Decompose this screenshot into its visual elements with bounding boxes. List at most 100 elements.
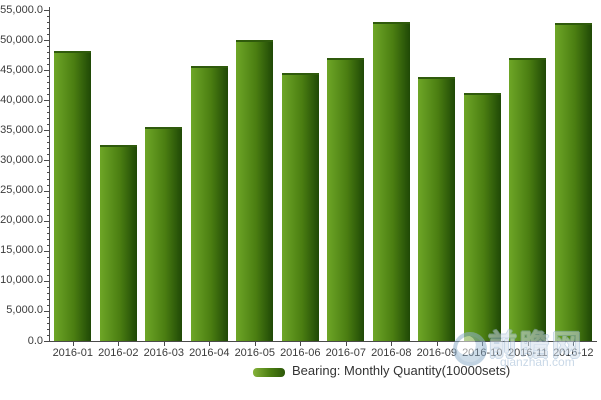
x-tick [209,342,211,346]
bar-2016-09 [418,77,456,341]
x-axis-label: 2016-03 [143,347,184,359]
y-minor-tick [47,64,49,66]
y-minor-tick [47,172,49,174]
y-minor-tick [47,226,49,228]
y-minor-tick [47,208,49,210]
y-major-tick [44,310,49,312]
y-axis-label: 10,000.0 [0,274,43,287]
y-axis-label: 50,000.0 [0,33,43,46]
y-minor-tick [47,16,49,18]
x-axis-label: 2016-07 [325,347,366,359]
x-tick [345,342,347,346]
y-minor-tick [47,328,49,330]
y-minor-tick [47,274,49,276]
y-axis-label: 40,000.0 [0,93,43,106]
y-minor-tick [47,196,49,198]
bar-2016-05 [236,40,274,341]
bar-2016-08 [372,22,410,341]
x-axis-label: 2016-06 [280,347,321,359]
y-minor-tick [47,94,49,96]
bar-2016-10 [463,93,501,341]
y-minor-tick [47,244,49,246]
y-minor-tick [47,286,49,288]
bar-2016-04 [190,65,228,341]
y-axis-label: 35,000.0 [0,123,43,136]
x-tick [482,342,484,346]
y-minor-tick [47,298,49,300]
x-axis-label: 2016-09 [416,347,457,359]
y-major-tick [44,130,49,132]
y-major-tick [44,341,49,342]
x-axis-label: 2016-08 [371,347,412,359]
y-axis-label: 0.0 [27,334,43,347]
y-major-tick [44,10,49,11]
bar-2016-06 [281,72,319,341]
y-major-tick [44,280,49,282]
x-tick [72,342,74,346]
legend-swatch [253,368,285,377]
y-minor-tick [47,46,49,48]
bar-2016-07 [327,58,365,341]
y-minor-tick [47,154,49,156]
y-minor-tick [47,256,49,258]
x-axis-label: 2016-11 [507,347,548,359]
y-minor-tick [47,232,49,234]
y-minor-tick [47,202,49,204]
y-minor-tick [47,22,49,24]
x-axis-label: 2016-01 [52,347,93,359]
x-axis-label: 2016-05 [234,347,275,359]
y-minor-tick [47,142,49,144]
y-minor-tick [47,334,49,336]
y-minor-tick [47,292,49,294]
y-minor-tick [47,88,49,90]
y-minor-tick [47,304,49,306]
y-major-tick [44,100,49,102]
y-minor-tick [47,322,49,324]
y-major-tick [44,70,49,72]
y-minor-tick [47,238,49,240]
y-minor-tick [47,28,49,30]
bar-2016-02 [99,144,137,341]
legend-label: Bearing: Monthly Quantity(10000sets) [292,363,511,378]
y-minor-tick [47,52,49,54]
y-minor-tick [47,268,49,270]
y-axis-label: 55,000.0 [0,3,43,16]
y-axis-line [49,7,50,342]
y-minor-tick [47,214,49,216]
y-axis-label: 25,000.0 [0,184,43,197]
y-minor-tick [47,34,49,36]
y-minor-tick [47,124,49,126]
y-axis-label: 45,000.0 [0,63,43,76]
y-minor-tick [47,166,49,168]
x-axis-label: 2016-04 [189,347,230,359]
bar-2016-11 [509,57,547,341]
y-major-tick [44,250,49,252]
y-axis-label: 5,000.0 [6,304,43,317]
x-axis-label: 2016-10 [462,347,503,359]
y-minor-tick [47,112,49,114]
x-tick [300,342,302,346]
y-minor-tick [47,106,49,108]
y-axis-label: 20,000.0 [0,214,43,227]
x-axis-line [49,341,597,342]
x-tick [254,342,256,346]
y-major-tick [44,160,49,162]
y-minor-tick [47,184,49,186]
y-minor-tick [47,82,49,84]
y-axis-label: 30,000.0 [0,153,43,166]
y-minor-tick [47,136,49,138]
x-tick [527,342,529,346]
y-minor-tick [47,76,49,78]
x-tick [163,342,165,346]
legend: Bearing: Monthly Quantity(10000sets) [253,363,510,378]
bar-2016-03 [145,127,183,341]
x-axis-label: 2016-02 [98,347,139,359]
bar-2016-12 [554,23,592,341]
y-minor-tick [47,118,49,120]
y-minor-tick [47,148,49,150]
bar-2016-01 [54,50,92,341]
y-minor-tick [47,178,49,180]
y-minor-tick [47,316,49,318]
x-tick [436,342,438,346]
